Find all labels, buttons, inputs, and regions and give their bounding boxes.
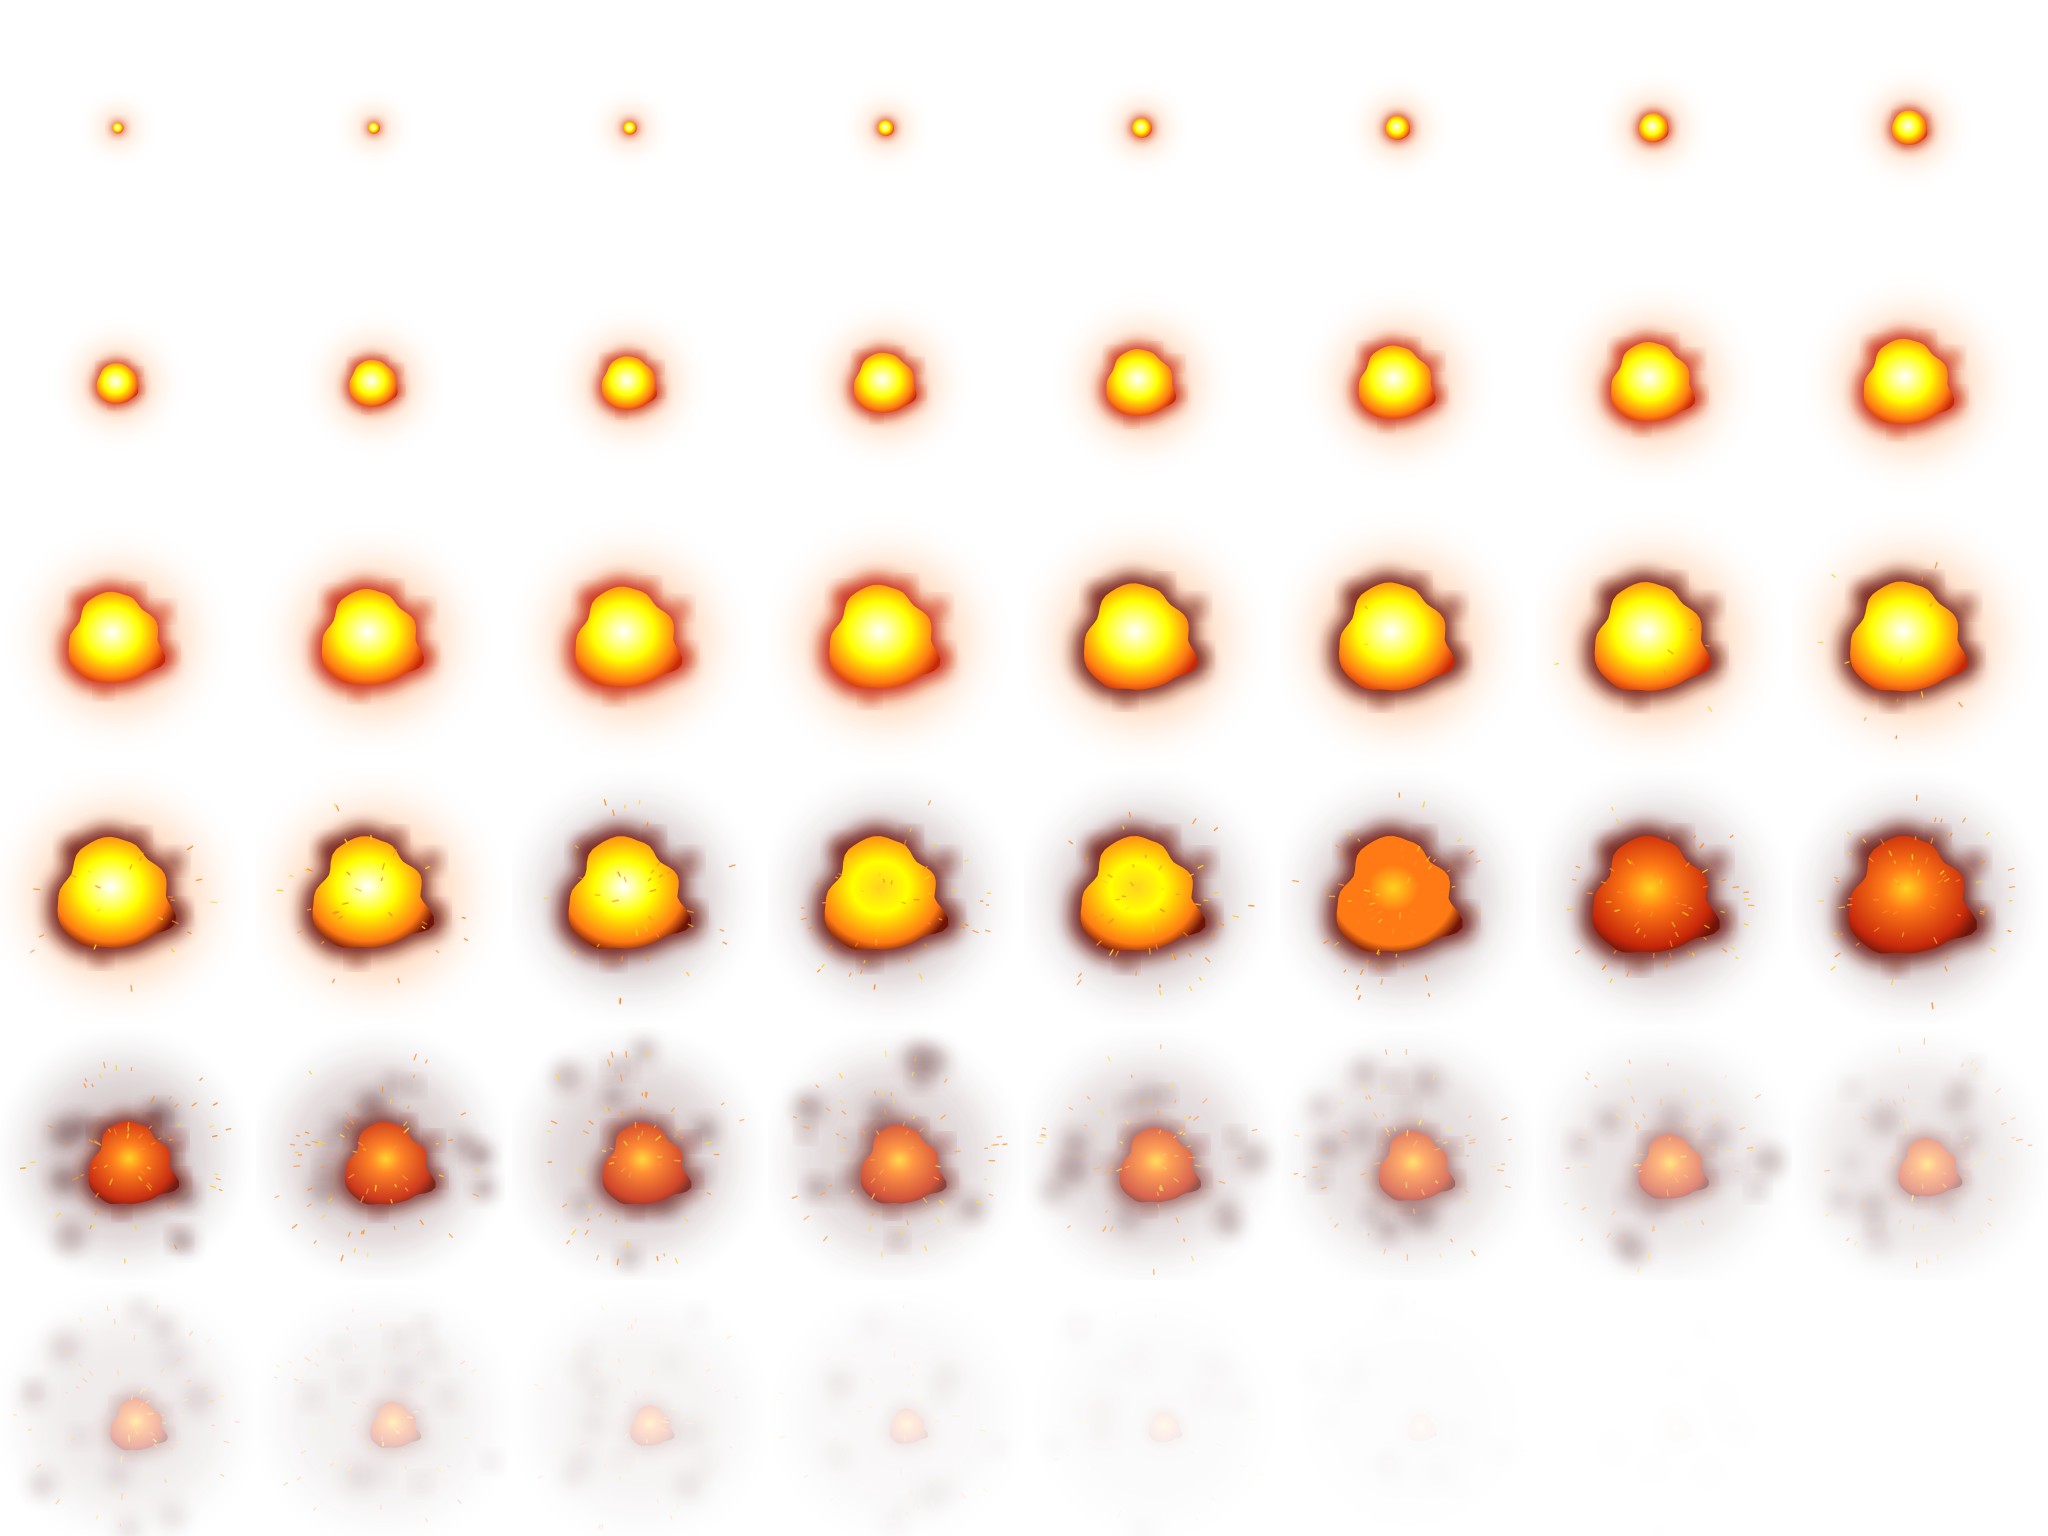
explosion-frame-art xyxy=(833,331,939,437)
explosion-frame xyxy=(512,0,768,256)
explosion-frame xyxy=(1792,0,2048,256)
explosion-frame xyxy=(768,0,1024,256)
explosion-frame xyxy=(1024,512,1280,768)
explosion-frame xyxy=(512,1024,768,1280)
explosion-frame xyxy=(256,1280,512,1536)
explosion-frame-art xyxy=(1817,551,1999,740)
explosion-frame-art xyxy=(1084,326,1200,442)
explosion-frame xyxy=(0,512,256,768)
explosion-frame xyxy=(1280,512,1536,768)
explosion-frame xyxy=(0,1280,256,1536)
explosion-frame-art xyxy=(1054,1311,1264,1521)
explosion-frame xyxy=(1536,1280,1792,1536)
explosion-frame xyxy=(768,512,1024,768)
explosion-frame xyxy=(0,0,256,256)
explosion-frame-art xyxy=(791,1043,1008,1258)
explosion-frame xyxy=(1024,0,1280,256)
explosion-frame-art xyxy=(548,558,712,722)
explosion-frame-art xyxy=(29,807,218,992)
explosion-frame xyxy=(1024,1280,1280,1536)
explosion-frame-art xyxy=(1293,1048,1512,1262)
explosion-frame-art xyxy=(582,336,678,432)
explosion-frame xyxy=(1536,512,1792,768)
explosion-frame xyxy=(1792,256,2048,512)
explosion-frame-art xyxy=(778,1304,1005,1535)
explosion-frame-art xyxy=(274,1308,499,1523)
explosion-frame xyxy=(1536,256,1792,512)
explosion-frame-art xyxy=(1623,97,1685,159)
explosion-frame xyxy=(768,1024,1024,1280)
explosion-frame-art xyxy=(1052,806,1255,996)
explosion-frame xyxy=(256,768,512,1024)
explosion-frame xyxy=(1792,1024,2048,1280)
explosion-frame-art xyxy=(802,556,970,724)
explosion-frame-art xyxy=(1554,552,1742,728)
explosion-frame xyxy=(1536,768,1792,1024)
explosion-frame-art xyxy=(79,345,157,423)
explosion-frame xyxy=(256,256,512,512)
explosion-frame xyxy=(1280,1280,1536,1536)
explosion-frame xyxy=(256,1024,512,1280)
explosion-frame-art xyxy=(274,1053,495,1262)
explosion-frame xyxy=(0,768,256,1024)
explosion-frame xyxy=(1536,0,1792,256)
explosion-frame-art xyxy=(1036,1044,1269,1276)
explosion-frame-art xyxy=(1792,1280,2048,1536)
explosion-frame-art xyxy=(276,803,469,987)
explosion-frame-art xyxy=(1562,1059,1784,1273)
explosion-frame xyxy=(1280,256,1536,512)
explosion-frame-art xyxy=(356,110,392,146)
explosion-frame xyxy=(512,256,768,512)
explosion-frame xyxy=(768,1280,1024,1536)
explosion-frame-art xyxy=(330,340,418,428)
explosion-frame-art xyxy=(1587,317,1721,451)
explosion-frame-art xyxy=(1564,805,1755,993)
explosion-frame-art xyxy=(1280,1280,1536,1536)
explosion-frame xyxy=(1280,0,1536,256)
explosion-frame-art xyxy=(1817,794,2016,1010)
explosion-frame-art xyxy=(100,110,136,146)
explosion-frame xyxy=(1792,768,2048,1024)
explosion-frame-art xyxy=(12,1300,240,1536)
explosion-frame-art xyxy=(1336,322,1460,446)
explosion-frame-art xyxy=(1875,93,1945,163)
explosion-frame-art xyxy=(610,108,650,148)
explosion-frame xyxy=(1024,1024,1280,1280)
explosion-frame xyxy=(256,0,512,256)
explosion-frame xyxy=(256,512,512,768)
explosion-frame xyxy=(1792,512,2048,768)
explosion-frame-art xyxy=(1292,792,1494,1001)
explosion-frame-art xyxy=(1056,554,1228,726)
explosion-frame xyxy=(768,768,1024,1024)
explosion-frame-art xyxy=(1839,313,1981,455)
explosion-frame-art xyxy=(1818,1037,2033,1269)
explosion-frame-art xyxy=(1118,104,1166,152)
explosion-frame-art xyxy=(1371,101,1425,155)
explosion-frame xyxy=(0,1024,256,1280)
explosion-frame xyxy=(1792,1280,2048,1536)
explosion-frame-art xyxy=(43,565,193,715)
explosion-frame-art xyxy=(534,1305,744,1530)
explosion-frame-art xyxy=(295,561,453,719)
explosion-frame-art xyxy=(796,800,992,990)
explosion-frame xyxy=(1280,1024,1536,1280)
explosion-frame xyxy=(0,256,256,512)
explosion-frame-art xyxy=(539,1039,745,1267)
explosion-frame xyxy=(1280,768,1536,1024)
explosion-frame xyxy=(1536,1024,1792,1280)
explosion-frame xyxy=(1024,256,1280,512)
explosion-frame xyxy=(512,768,768,1024)
explosion-frame-art xyxy=(19,1061,232,1264)
explosion-frame-art xyxy=(1310,552,1486,728)
explosion-frame xyxy=(1024,768,1280,1024)
explosion-frame-art xyxy=(1536,1280,1792,1536)
explosion-frame xyxy=(512,1280,768,1536)
explosion-frame-art xyxy=(865,107,907,149)
explosion-frame xyxy=(768,256,1024,512)
explosion-frame-art xyxy=(540,799,736,1005)
explosion-frame xyxy=(512,512,768,768)
